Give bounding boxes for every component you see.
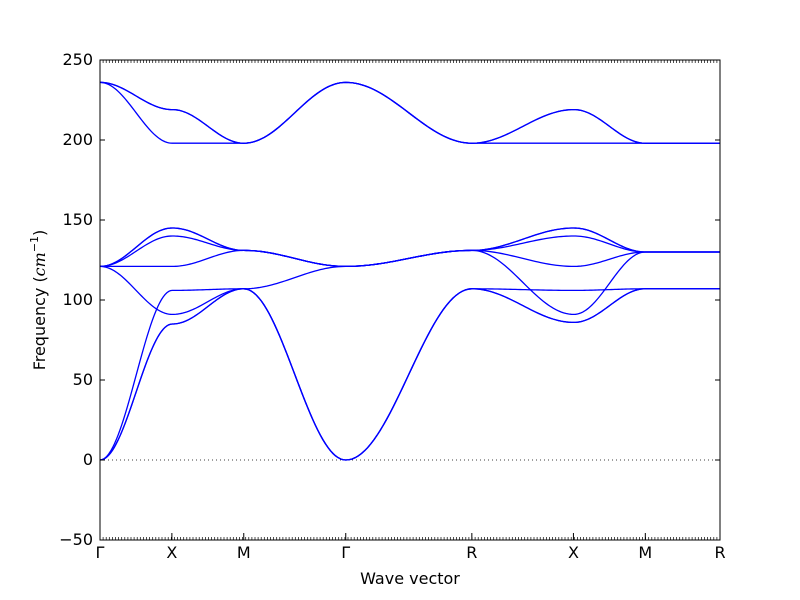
x-tick-label: X [568,543,579,562]
y-axis-label: Frequency (cm−1) [28,230,49,371]
series-layer [99,81,720,461]
x-tick-label: R [714,543,725,562]
y-tick-label: 250 [62,50,93,69]
y-tick-label: −50 [59,530,93,549]
y-axis-label-unit: cm [30,252,49,276]
y-axis-label-name: Frequency [30,288,49,371]
x-tick-label: X [166,543,177,562]
y-tick-label: 100 [62,290,93,309]
dispersion-branch-3 [99,288,720,461]
y-tick-label: 200 [62,130,93,149]
x-tick-label: M [237,543,251,562]
x-tick-label: Γ [96,543,105,562]
dispersion-branch-11 [99,81,720,144]
x-tick-label: R [466,543,477,562]
x-tick-label: M [638,543,652,562]
y-tick-label: 0 [83,450,93,469]
plot-frame [99,59,721,541]
y-tick-label: 150 [62,210,93,229]
y-tick-label: 50 [73,370,93,389]
x-axis-label: Wave vector [360,569,460,588]
plot-area [100,60,720,540]
y-axis-label-unit-exponent: −1 [28,236,41,252]
x-tick-label: Γ [341,543,350,562]
dispersion-branch-8 [99,227,720,268]
